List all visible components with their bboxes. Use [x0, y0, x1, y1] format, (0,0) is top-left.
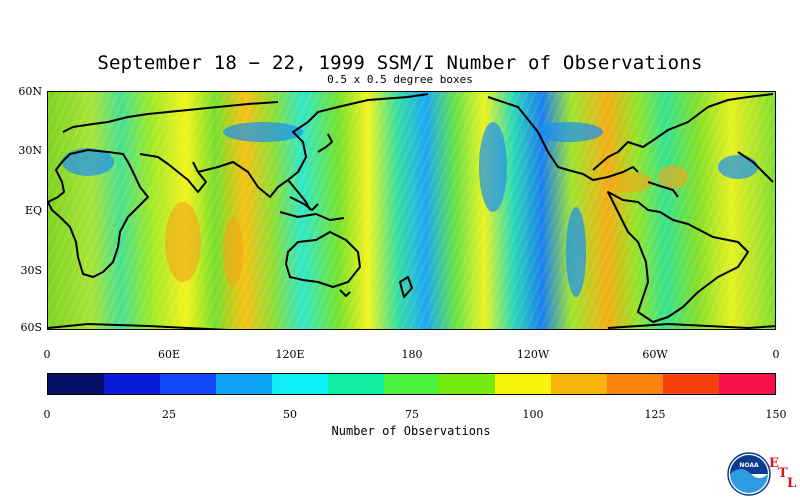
map-overlay: [48, 93, 775, 329]
colorbar-cell-4: [271, 374, 328, 394]
lon-label-180: 180: [401, 348, 423, 361]
noaa-logo: NOAA: [727, 452, 771, 496]
colorbar: [47, 373, 776, 395]
map-subtitle: 0.5 x 0.5 degree boxes: [327, 73, 473, 86]
lat-label-eq: EQ: [24, 204, 42, 217]
low-count-areas: [62, 122, 758, 297]
colorbar-cell-7: [439, 374, 496, 394]
colorbar-tick-150: 150: [765, 408, 787, 421]
lon-label-0-east: 0: [772, 348, 780, 361]
colorbar-tick-125: 125: [644, 408, 666, 421]
logo-letter-e: E: [769, 456, 779, 471]
colorbar-cell-11: [663, 374, 720, 394]
colorbar-tick-25: 25: [162, 408, 176, 421]
colorbar-tick-0: 0: [43, 408, 51, 421]
lat-label-60n: 60N: [18, 85, 42, 98]
colorbar-cell-2: [159, 374, 216, 394]
observation-map: [47, 91, 776, 330]
lat-label-30s: 30S: [20, 264, 42, 277]
colorbar-cell-5: [327, 374, 384, 394]
colorbar-cell-3: [215, 374, 272, 394]
colorbar-title: Number of Observations: [331, 424, 491, 438]
logo-letter-l: L: [787, 476, 797, 491]
high-count-areas: [165, 165, 688, 287]
lat-label-30n: 30N: [18, 144, 42, 157]
colorbar-cell-1: [103, 374, 160, 394]
colorbar-cell-6: [383, 374, 440, 394]
colorbar-cell-9: [551, 374, 608, 394]
logo-letter-t: T: [778, 466, 788, 481]
colorbar-tick-100: 100: [522, 408, 544, 421]
colorbar-cell-12: [719, 374, 775, 394]
colorbar-cell-10: [607, 374, 664, 394]
coastlines: [48, 93, 775, 329]
colorbar-cell-0: [48, 374, 104, 394]
lon-label-120w: 120W: [516, 348, 550, 361]
lon-label-60w: 60W: [642, 348, 668, 361]
colorbar-tick-50: 50: [283, 408, 297, 421]
map-title: September 18 − 22, 1999 SSM/I Number of …: [97, 52, 703, 74]
lon-label-60e: 60E: [157, 348, 181, 361]
lat-label-60s: 60S: [20, 321, 42, 334]
colorbar-cell-8: [495, 374, 552, 394]
lon-label-0: 0: [43, 348, 51, 361]
logo-text: NOAA: [739, 462, 759, 469]
lon-label-120e: 120E: [275, 348, 305, 361]
colorbar-tick-75: 75: [405, 408, 419, 421]
